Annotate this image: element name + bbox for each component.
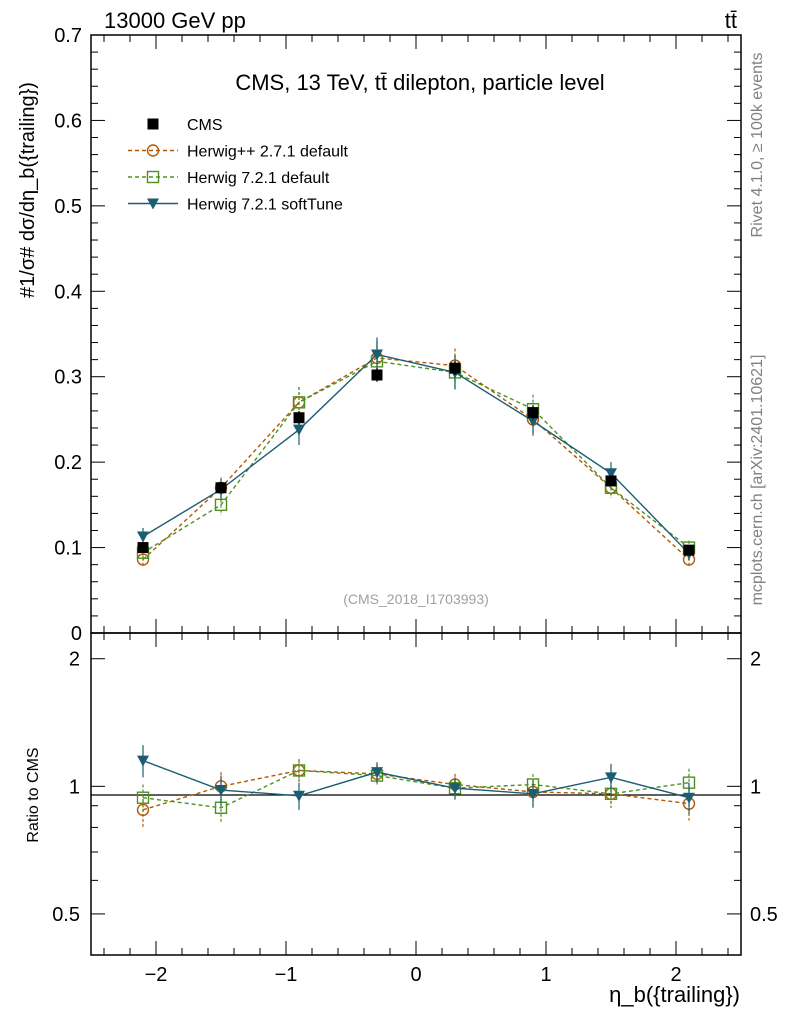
y-tick-label-ratio-right: 0.5 <box>750 904 778 926</box>
legend-label: CMS <box>187 117 223 134</box>
ratio-point <box>527 788 539 800</box>
main-point <box>293 412 305 424</box>
energy-label: 13000 GeV pp <box>104 8 246 33</box>
main-point <box>449 362 461 374</box>
y-axis-label-main: #1/σ# dσ/dη_b({trailing}) <box>17 82 39 298</box>
legend-label: Herwig++ 2.7.1 default <box>187 144 349 161</box>
legend-marker <box>147 198 159 210</box>
legend-item: Herwig 7.2.1 default <box>128 170 330 187</box>
main-point <box>293 424 305 436</box>
legend-item: Herwig 7.2.1 softTune <box>128 197 343 214</box>
y-tick-label-ratio-right: 2 <box>750 649 761 671</box>
ratio-point <box>293 790 305 802</box>
y-tick-label-main: 0.4 <box>54 281 82 303</box>
x-tick-label: 2 <box>670 964 681 986</box>
x-tick-label: 1 <box>540 964 551 986</box>
ratio-series-line <box>142 769 690 811</box>
ratio-point <box>371 767 383 779</box>
main-point <box>137 531 149 543</box>
legend-marker <box>146 170 160 184</box>
y-tick-label-ratio-right: 1 <box>750 776 761 798</box>
main-series-3 <box>137 337 695 561</box>
y-tick-label-ratio: 0.5 <box>52 904 80 926</box>
legend: CMS Herwig++ 2.7.1 default Herwig 7.2.1 de… <box>128 117 349 214</box>
main-series-0 <box>137 361 695 556</box>
ratio-point <box>605 772 617 784</box>
main-point <box>527 416 539 428</box>
y-axis-label-ratio: Ratio to CMS <box>25 747 42 842</box>
main-point <box>292 396 306 409</box>
ratio-point <box>449 783 461 795</box>
y-tick-label-main: 0.6 <box>54 110 82 132</box>
legend-marker <box>147 118 159 130</box>
rivet-version-note: Rivet 4.1.0, ≥ 100k events <box>749 53 766 238</box>
y-tick-label-main: 0.3 <box>54 367 82 389</box>
main-point <box>137 542 149 554</box>
main-point <box>527 407 539 419</box>
ratio-series-line <box>142 769 690 809</box>
legend-marker <box>146 144 160 157</box>
ratio-point <box>683 792 695 804</box>
y-tick-label-main: 0.7 <box>54 25 82 47</box>
y-tick-label-ratio: 1 <box>69 776 80 798</box>
main-point <box>605 468 617 480</box>
process-label: tt̄ <box>725 8 737 33</box>
main-point <box>371 349 383 361</box>
ratio-series-group <box>136 745 696 828</box>
y-tick-label-main: 0.1 <box>54 538 82 560</box>
legend-item: CMS <box>147 117 223 134</box>
ratio-point <box>136 791 150 804</box>
axis-ticks <box>91 34 741 956</box>
ratio-point <box>215 785 227 797</box>
y-tick-label-main: 0 <box>71 623 82 645</box>
y-tick-label-ratio: 2 <box>69 649 80 671</box>
main-series-line <box>142 360 690 554</box>
chart-title: CMS, 13 TeV, tt̄ dilepton, particle leve… <box>235 70 604 95</box>
x-tick-label: 0 <box>410 964 421 986</box>
main-point <box>136 553 150 566</box>
ratio-series-3 <box>137 745 695 815</box>
ratio-point <box>136 803 150 817</box>
legend-label: Herwig 7.2.1 softTune <box>187 197 343 214</box>
main-series-group <box>136 337 696 567</box>
main-series-1 <box>136 340 696 567</box>
main-series-line <box>142 353 690 555</box>
main-series-line <box>142 357 690 561</box>
analysis-watermark: (CMS_2018_I1703993) <box>343 591 489 607</box>
legend-label: Herwig 7.2.1 default <box>187 170 330 187</box>
mcplots-note: mcplots.cern.ch [arXiv:2401.10621] <box>749 355 766 606</box>
main-point <box>215 482 227 494</box>
x-tick-label: −1 <box>275 964 298 986</box>
x-axis-label: η_b({trailing}) <box>609 982 740 1007</box>
ratio-series-line <box>142 759 690 799</box>
main-point <box>371 369 383 381</box>
main-point <box>214 498 228 512</box>
axis-tick-labels: −2 −1 0 1 2 0 0.1 0.2 0.3 0.4 0.5 0.6 0.7 0.5 0.5 1 1 2 2 <box>52 25 778 986</box>
legend-item: Herwig++ 2.7.1 default <box>128 144 349 161</box>
main-series-2 <box>136 344 696 560</box>
x-tick-label: −2 <box>145 964 168 986</box>
y-tick-label-main: 0.5 <box>54 196 82 218</box>
main-point <box>605 475 617 487</box>
ratio-point <box>137 755 149 767</box>
ratio-point <box>292 764 306 777</box>
y-tick-label-main: 0.2 <box>54 452 82 474</box>
ratio-plot-frame <box>90 632 742 956</box>
main-point <box>683 544 695 556</box>
